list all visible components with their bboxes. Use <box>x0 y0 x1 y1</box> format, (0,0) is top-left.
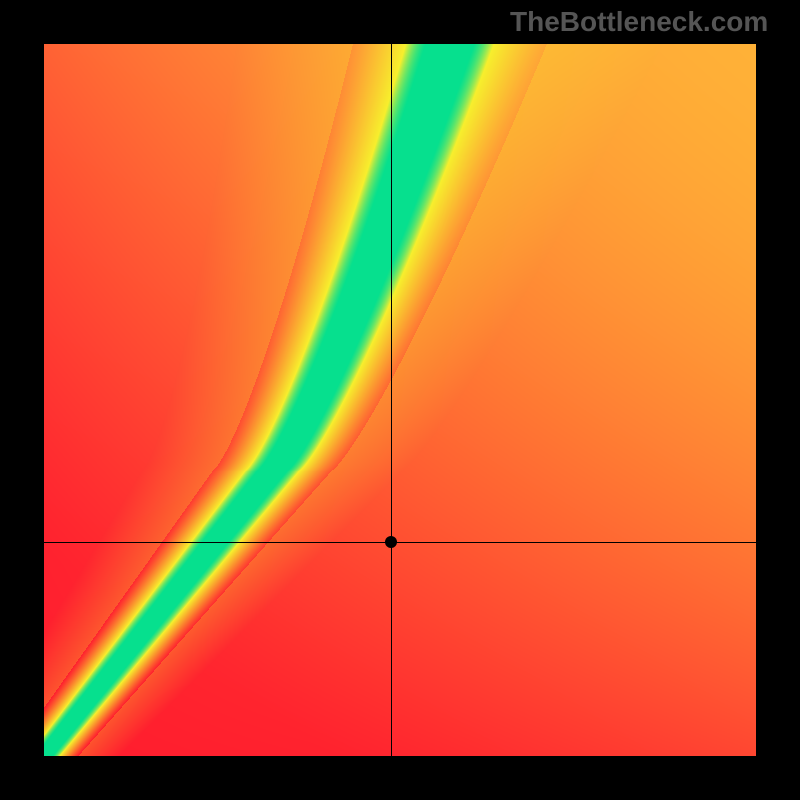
watermark-text: TheBottleneck.com <box>510 6 768 38</box>
heatmap-plot-area <box>44 44 756 756</box>
crosshair-horizontal <box>44 542 756 543</box>
crosshair-vertical <box>391 44 392 756</box>
heatmap-canvas <box>44 44 756 756</box>
